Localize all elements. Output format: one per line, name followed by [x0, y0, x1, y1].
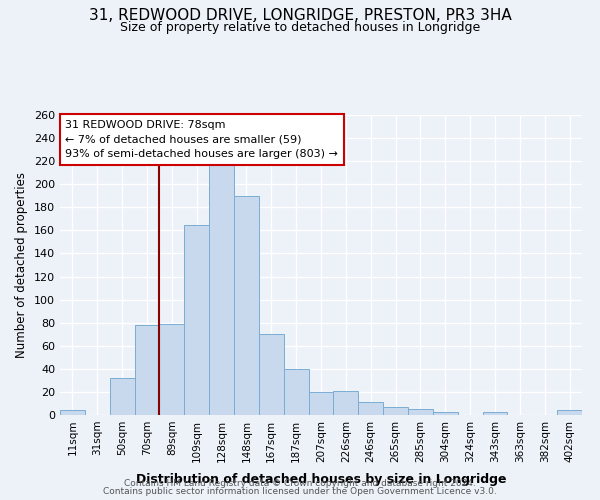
Y-axis label: Number of detached properties: Number of detached properties: [16, 172, 28, 358]
Text: 31 REDWOOD DRIVE: 78sqm
← 7% of detached houses are smaller (59)
93% of semi-det: 31 REDWOOD DRIVE: 78sqm ← 7% of detached…: [65, 120, 338, 159]
Bar: [160, 324, 184, 415]
Bar: [234, 196, 259, 415]
Bar: [60, 410, 85, 415]
Text: Size of property relative to detached houses in Longridge: Size of property relative to detached ho…: [120, 21, 480, 34]
Bar: [259, 334, 284, 415]
Bar: [308, 392, 334, 415]
Bar: [408, 409, 433, 415]
Bar: [383, 407, 408, 415]
Bar: [334, 391, 358, 415]
Bar: [209, 164, 234, 415]
Text: 31, REDWOOD DRIVE, LONGRIDGE, PRESTON, PR3 3HA: 31, REDWOOD DRIVE, LONGRIDGE, PRESTON, P…: [89, 8, 511, 22]
X-axis label: Distribution of detached houses by size in Longridge: Distribution of detached houses by size …: [136, 473, 506, 486]
Bar: [358, 402, 383, 415]
Text: Contains public sector information licensed under the Open Government Licence v3: Contains public sector information licen…: [103, 487, 497, 496]
Bar: [482, 412, 508, 415]
Bar: [557, 410, 582, 415]
Bar: [184, 224, 209, 415]
Bar: [110, 378, 134, 415]
Bar: [134, 325, 160, 415]
Bar: [433, 412, 458, 415]
Text: Contains HM Land Registry data © Crown copyright and database right 2024.: Contains HM Land Registry data © Crown c…: [124, 478, 476, 488]
Bar: [284, 369, 308, 415]
